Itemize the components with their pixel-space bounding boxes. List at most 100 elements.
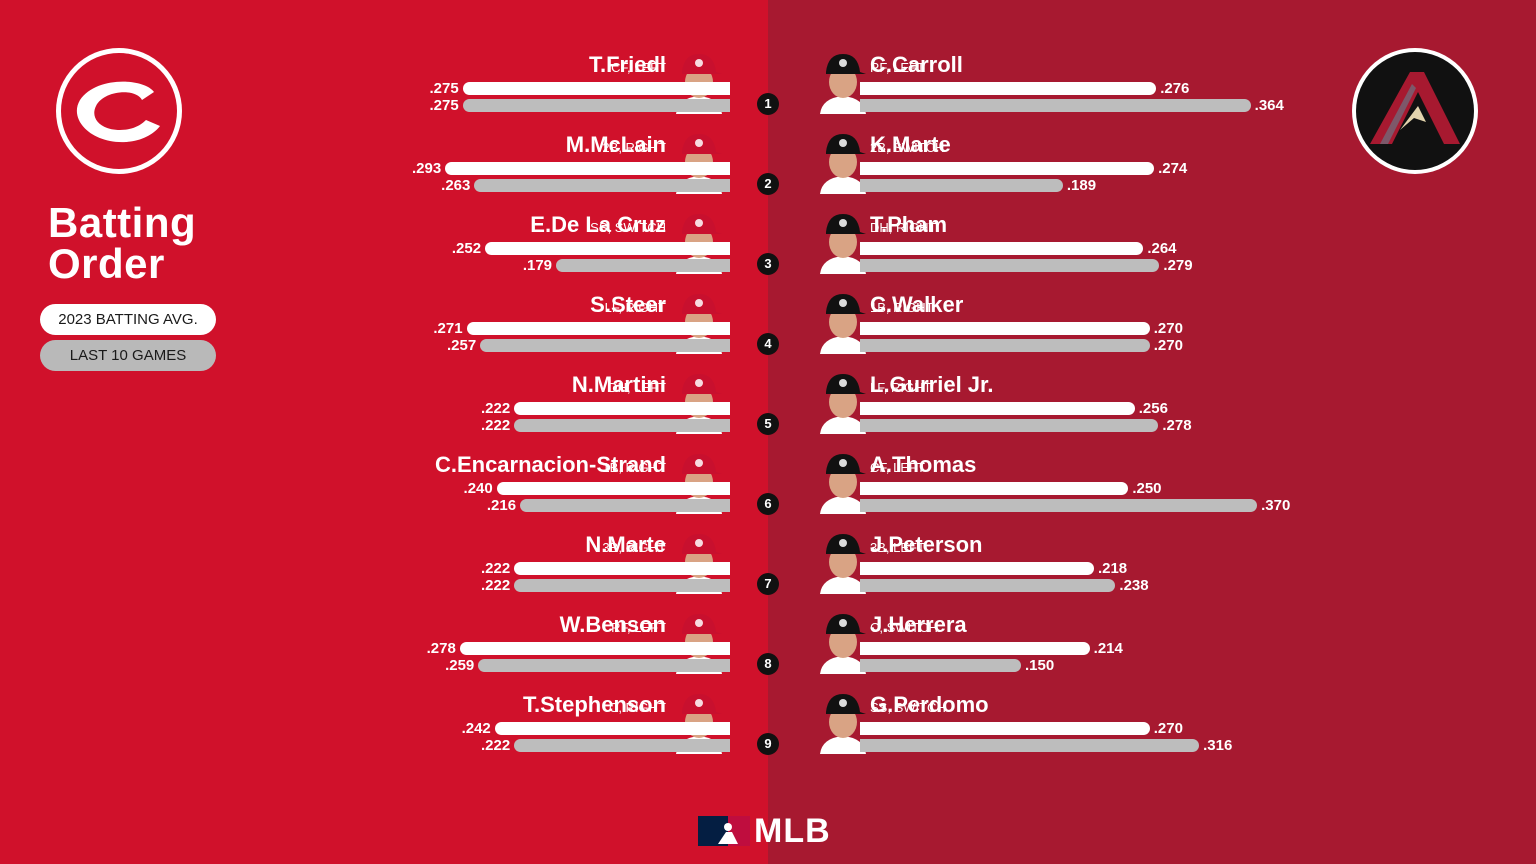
- reds-batter-row: W.Benson RF, LEFT .278.259: [0, 600, 1536, 680]
- bar-last-10-games: [860, 579, 1116, 592]
- player-name: T.Friedl: [588, 52, 666, 77]
- bar-last-10-games: [478, 659, 730, 672]
- reds-batter-row: M.McLain 2B, RIGHT .293.263: [0, 120, 1536, 200]
- player-headshot-icon: [816, 206, 870, 274]
- value-last-10-games: .257: [447, 337, 477, 354]
- bar-last-10-games: [860, 99, 1251, 112]
- dbacks-batter-row: J.Herrera C, SWITCH .214 .150: [0, 600, 1536, 680]
- player-position: 2B, RIGHT: [602, 140, 666, 155]
- bar-batting-avg: [860, 82, 1157, 95]
- reds-batter-row: T.Stephenson C, RIGHT .242.222: [0, 680, 1536, 760]
- value-last-10-games: .275: [429, 97, 459, 114]
- value-batting-avg: .214: [1093, 640, 1123, 657]
- value-last-10-games: .222: [481, 577, 511, 594]
- value-last-10-games: .238: [1119, 577, 1149, 594]
- player-position: RF, LEFT: [870, 60, 925, 75]
- value-batting-avg: .250: [1132, 480, 1162, 497]
- bar-batting-avg: [860, 402, 1135, 415]
- reds-batter-row: S.Steer LF, RIGHT .271.257: [0, 280, 1536, 360]
- dbacks-batter-row: J.Peterson 3B, LEFT .218.238: [0, 520, 1536, 600]
- value-batting-avg: .276: [1160, 80, 1190, 97]
- value-last-10-games: .150: [1024, 657, 1055, 674]
- player-name: N.Martini: [571, 372, 666, 397]
- value-last-10-games: .278: [1162, 417, 1192, 434]
- dbacks-batter-row: G.Perdomo SS, SWITCH .270 .316: [0, 680, 1536, 760]
- player-position: 1B, RIGHT: [870, 300, 934, 315]
- value-batting-avg: .264: [1147, 240, 1177, 257]
- bar-last-10-games: [860, 259, 1160, 272]
- player-headshot-icon: [816, 686, 870, 754]
- player-name: G.Perdomo: [870, 692, 989, 717]
- value-last-10-games: .222: [481, 737, 511, 754]
- legend-last-10-games: LAST 10 GAMES: [40, 340, 216, 371]
- bar-last-10-games: [860, 179, 1063, 192]
- player-headshot-icon: [816, 526, 870, 594]
- player-position: CF, LEFT: [870, 460, 925, 475]
- bar-batting-avg: [860, 722, 1150, 735]
- batting-order-number: 5: [757, 413, 779, 435]
- value-batting-avg: .293: [412, 160, 442, 177]
- player-name: S.Steer: [590, 292, 666, 317]
- value-last-10-games: .270: [1153, 337, 1183, 354]
- bar-batting-avg: [496, 482, 730, 495]
- value-last-10-games: .189: [1066, 177, 1097, 194]
- bar-batting-avg: [860, 242, 1144, 255]
- player-position: LF, RIGHT: [604, 300, 666, 315]
- value-last-10-games: .370: [1261, 497, 1291, 514]
- player-position: C, SWITCH: [870, 620, 938, 635]
- player-position: 2B, SWITCH: [870, 140, 945, 155]
- batting-order-number: 9: [757, 733, 779, 755]
- bar-batting-avg: [860, 322, 1150, 335]
- mlb-label: MLB: [754, 812, 831, 850]
- bar-last-10-games: [514, 739, 730, 752]
- player-position: LF, RIGHT: [870, 380, 932, 395]
- batting-order-number: 7: [757, 573, 779, 595]
- batting-order-number: 4: [757, 333, 779, 355]
- value-last-10-games: .364: [1254, 97, 1284, 114]
- batting-order-number: 6: [757, 493, 779, 515]
- player-name: T.Pham: [870, 212, 948, 237]
- player-headshot-icon: [816, 366, 870, 434]
- bar-batting-avg: [459, 642, 730, 655]
- player-name: M.McLain: [565, 132, 666, 157]
- value-last-10-games: .222: [481, 417, 511, 434]
- player-name: J.Herrera: [870, 612, 967, 637]
- value-last-10-games: .263: [441, 177, 471, 194]
- dbacks-batter-row: T.Pham DH, RIGHT .264.279: [0, 200, 1536, 280]
- player-headshot-icon: [816, 606, 870, 674]
- value-last-10-games: .279: [1163, 257, 1193, 274]
- bar-batting-avg: [860, 482, 1129, 495]
- bar-last-10-games: [480, 339, 730, 352]
- reds-batter-row: E.De La Cruz SS, SWITCH .252 .179: [0, 200, 1536, 280]
- player-name: W.Benson: [559, 612, 666, 637]
- bar-last-10-games: [860, 419, 1159, 432]
- reds-batter-row: N.Marte 3B, RIGHT .222.222: [0, 520, 1536, 600]
- bar-last-10-games: [514, 419, 730, 432]
- bar-last-10-games: [520, 499, 730, 512]
- title-line-2: Order: [48, 240, 165, 287]
- bar-last-10-games: [474, 179, 730, 192]
- dbacks-logo-icon: [1352, 48, 1478, 174]
- player-name: C.Walker: [870, 292, 964, 317]
- dbacks-batter-row: A.Thomas CF, LEFT .250 .370: [0, 440, 1536, 520]
- value-last-10-games: .216: [486, 497, 517, 514]
- player-position: DH, LEFT: [608, 380, 666, 395]
- bar-batting-avg: [514, 402, 730, 415]
- value-batting-avg: .242: [461, 720, 491, 737]
- player-headshot-icon: [816, 46, 870, 114]
- player-position: C, RIGHT: [608, 700, 666, 715]
- reds-logo-icon: [56, 48, 182, 174]
- bar-batting-avg: [445, 162, 730, 175]
- title-line-1: Batting: [48, 199, 197, 246]
- dbacks-batter-row: K.Marte 2B, SWITCH .274 .189: [0, 120, 1536, 200]
- bar-batting-avg: [514, 562, 730, 575]
- chart-title: Batting Order: [48, 199, 197, 287]
- player-name: E.De La Cruz: [530, 212, 666, 237]
- reds-batter-row: N.Martini DH, LEFT .222.222: [0, 360, 1536, 440]
- player-position: DH, RIGHT: [870, 220, 937, 235]
- player-name: L.Gurriel Jr.: [870, 372, 994, 397]
- player-headshot-icon: [816, 286, 870, 354]
- player-name: J.Peterson: [870, 532, 983, 557]
- batting-order-number: 2: [757, 173, 779, 195]
